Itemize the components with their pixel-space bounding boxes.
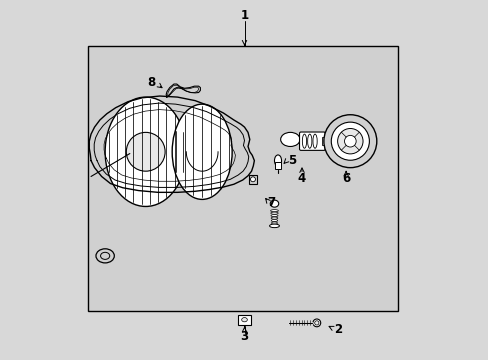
Ellipse shape xyxy=(280,132,300,147)
Text: 6: 6 xyxy=(341,172,349,185)
Ellipse shape xyxy=(307,134,311,148)
Ellipse shape xyxy=(270,212,278,214)
Text: 1: 1 xyxy=(240,9,248,22)
Bar xyxy=(322,137,329,145)
Text: 7: 7 xyxy=(266,197,274,210)
Text: 4: 4 xyxy=(297,172,305,185)
Ellipse shape xyxy=(270,200,278,207)
Circle shape xyxy=(330,122,368,160)
Ellipse shape xyxy=(312,134,317,148)
Ellipse shape xyxy=(172,104,232,199)
Bar xyxy=(248,175,257,184)
Circle shape xyxy=(344,135,355,147)
Ellipse shape xyxy=(312,319,320,327)
Ellipse shape xyxy=(270,210,278,212)
Circle shape xyxy=(126,132,165,171)
Ellipse shape xyxy=(96,249,114,263)
Text: 8: 8 xyxy=(146,76,155,90)
Circle shape xyxy=(250,177,255,182)
Bar xyxy=(238,315,250,325)
Ellipse shape xyxy=(271,220,277,222)
Text: 5: 5 xyxy=(287,154,296,167)
Circle shape xyxy=(323,115,376,168)
Text: 2: 2 xyxy=(333,323,341,337)
Ellipse shape xyxy=(270,217,277,219)
Ellipse shape xyxy=(302,134,306,148)
Ellipse shape xyxy=(105,97,186,207)
Ellipse shape xyxy=(271,222,277,224)
Ellipse shape xyxy=(101,252,109,259)
Bar xyxy=(87,46,397,311)
Circle shape xyxy=(337,129,362,154)
Text: 3: 3 xyxy=(240,330,248,343)
Ellipse shape xyxy=(241,318,247,322)
FancyBboxPatch shape xyxy=(299,132,325,150)
Ellipse shape xyxy=(314,321,318,325)
Ellipse shape xyxy=(274,155,281,166)
Bar xyxy=(274,162,281,170)
Ellipse shape xyxy=(269,224,279,228)
Ellipse shape xyxy=(270,215,278,217)
